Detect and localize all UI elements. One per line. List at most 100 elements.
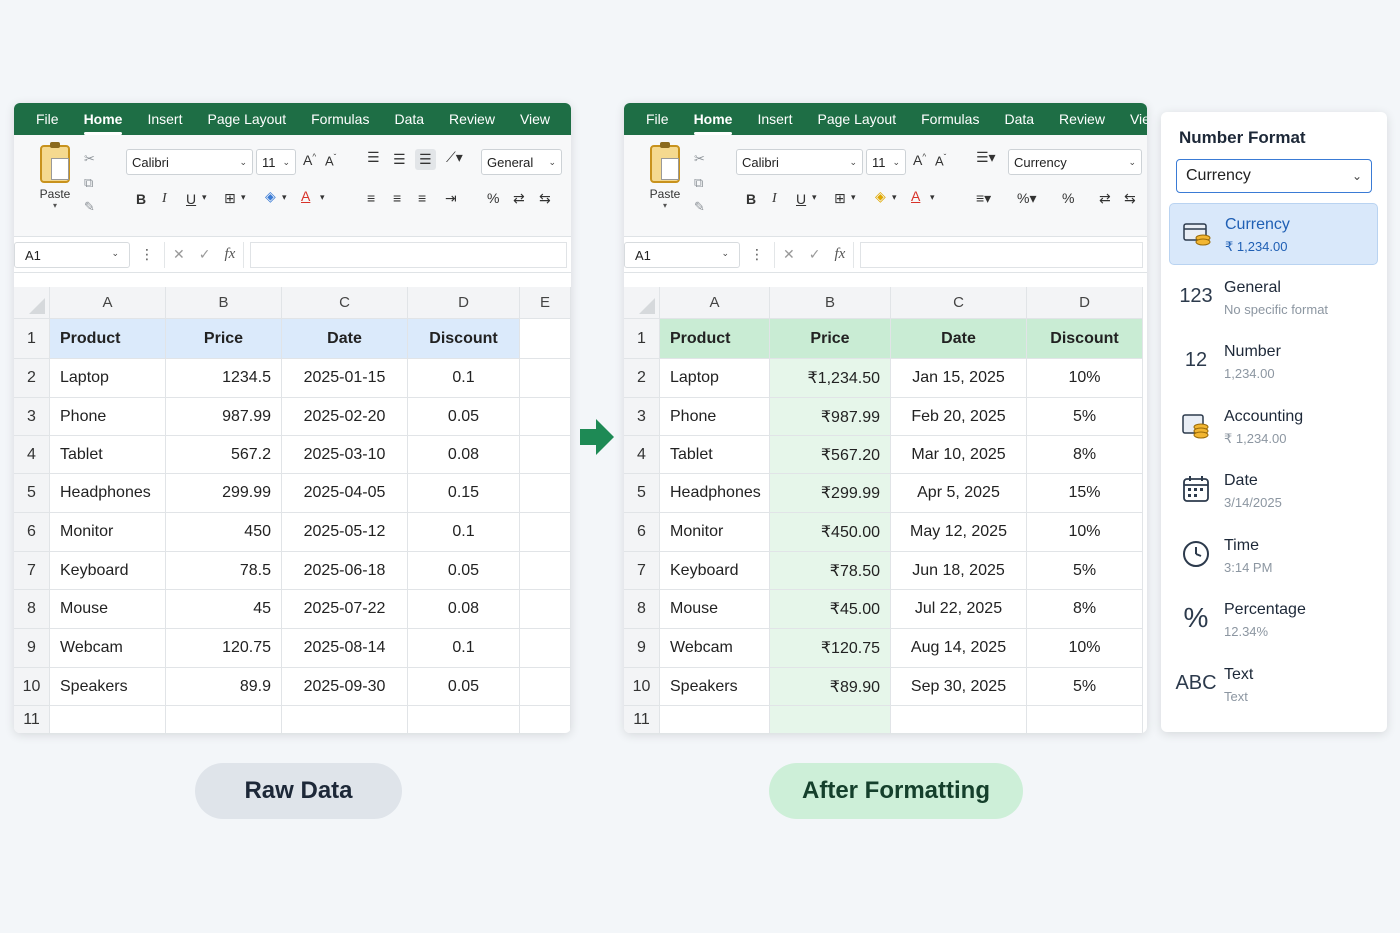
bold-icon[interactable]: B [136,191,147,207]
name-box[interactable]: A1 ⌄ [14,241,130,268]
percent-style-icon[interactable]: %▾ [1017,190,1037,206]
product-cell[interactable]: Tablet [660,436,770,474]
format-option-accounting[interactable]: Accounting ₹ 1,234.00 [1169,396,1378,458]
chevron-down-icon[interactable]: ▾ [930,192,935,202]
price-cell[interactable]: ₹89.90 [770,668,891,706]
discount-cell[interactable]: 0.05 [408,552,520,590]
discount-cell[interactable]: 0.08 [408,590,520,629]
align-left-icon[interactable]: ≡ [367,190,376,206]
discount-cell[interactable]: 5% [1027,398,1143,436]
bold-icon[interactable]: B [746,191,757,207]
menu-home[interactable]: Home [83,111,123,135]
percent-style-icon[interactable]: % [487,190,500,206]
chevron-down-icon[interactable]: ▾ [851,192,856,202]
date-cell[interactable]: 2025-03-10 [282,436,408,474]
price-cell[interactable]: 987.99 [166,398,282,436]
number-format-select[interactable]: General ⌄ [481,149,562,175]
column-title-date[interactable]: Date [891,319,1027,359]
menu-data[interactable]: Data [1004,111,1035,127]
column-header-c[interactable]: C [282,287,408,319]
chevron-down-icon[interactable]: ▾ [282,192,287,202]
column-title-price[interactable]: Price [166,319,282,359]
price-cell[interactable]: ₹78.50 [770,552,891,590]
price-cell[interactable]: ₹299.99 [770,474,891,513]
discount-cell[interactable]: 0.1 [408,359,520,398]
column-title-discount[interactable]: Discount [408,319,520,359]
product-cell[interactable]: Mouse [50,590,166,629]
cancel-icon[interactable]: ✕ [173,246,185,262]
borders-icon[interactable]: ⊞ [834,190,846,206]
product-cell[interactable]: Laptop [660,359,770,398]
row-number[interactable]: 3 [14,398,50,436]
row-number[interactable]: 1 [624,319,660,359]
decrease-font-icon[interactable]: Aˇ [325,153,337,169]
product-cell[interactable]: Webcam [660,629,770,668]
date-cell[interactable]: Jun 18, 2025 [891,552,1027,590]
italic-icon[interactable]: I [772,191,777,206]
discount-cell[interactable]: 15% [1027,474,1143,513]
underline-icon[interactable]: U [186,191,197,207]
menu-home[interactable]: Home [693,111,733,135]
insert-function-icon[interactable]: fx [224,246,236,262]
date-cell[interactable]: Sep 30, 2025 [891,668,1027,706]
font-name-select[interactable]: Calibri ⌄ [736,149,863,175]
column-header-b[interactable]: B [770,287,891,319]
product-cell[interactable]: Keyboard [660,552,770,590]
product-cell[interactable]: Monitor [50,513,166,552]
row-number[interactable]: 11 [624,706,660,733]
copy-icon[interactable]: ⧉ [694,175,704,190]
row-number[interactable]: 10 [14,668,50,706]
font-color-icon[interactable]: A [301,188,311,204]
table-cell[interactable] [520,668,571,706]
format-option-text[interactable]: ABC Text Text [1169,654,1378,716]
font-name-select[interactable]: Calibri ⌄ [126,149,253,175]
format-option-currency[interactable]: Currency ₹ 1,234.00 [1169,203,1378,265]
date-cell[interactable]: Feb 20, 2025 [891,398,1027,436]
format-painter-icon[interactable]: ✎ [694,199,705,214]
table-cell[interactable] [408,706,520,733]
underline-icon[interactable]: U [796,191,807,207]
row-number[interactable]: 5 [624,474,660,513]
price-cell[interactable]: 120.75 [166,629,282,668]
chevron-down-icon[interactable]: ▾ [241,192,246,202]
select-all-corner[interactable] [624,287,660,319]
date-cell[interactable]: Jan 15, 2025 [891,359,1027,398]
formula-input[interactable] [250,241,567,268]
column-title-date[interactable]: Date [282,319,408,359]
price-cell[interactable]: ₹450.00 [770,513,891,552]
date-cell[interactable]: 2025-07-22 [282,590,408,629]
product-cell[interactable]: Laptop [50,359,166,398]
number-format-dropdown[interactable]: Currency ⌄ [1176,159,1372,193]
row-number[interactable]: 2 [624,359,660,398]
product-cell[interactable]: Phone [660,398,770,436]
formula-input[interactable] [860,241,1143,268]
product-cell[interactable]: Tablet [50,436,166,474]
discount-cell[interactable]: 0.15 [408,474,520,513]
menu-formulas[interactable]: Formulas [311,111,370,127]
price-cell[interactable]: ₹1,234.50 [770,359,891,398]
column-title-product[interactable]: Product [660,319,770,359]
discount-cell[interactable]: 0.05 [408,398,520,436]
confirm-icon[interactable]: ✓ [198,246,211,262]
menu-file[interactable]: File [646,111,669,127]
row-number[interactable]: 1 [14,319,50,359]
table-cell[interactable] [520,359,571,398]
date-cell[interactable]: May 12, 2025 [891,513,1027,552]
font-size-select[interactable]: 11 ⌄ [256,149,296,175]
fill-color-icon[interactable]: ◈ [265,188,276,204]
discount-cell[interactable]: 10% [1027,359,1143,398]
format-option-general[interactable]: 123 General No specific format [1169,267,1378,329]
date-cell[interactable]: 2025-02-20 [282,398,408,436]
table-cell[interactable] [660,706,770,733]
product-cell[interactable]: Speakers [660,668,770,706]
table-cell[interactable] [770,706,891,733]
price-cell[interactable]: ₹987.99 [770,398,891,436]
chevron-down-icon[interactable]: ▾ [320,192,325,202]
product-cell[interactable]: Webcam [50,629,166,668]
table-cell[interactable] [166,706,282,733]
column-header-e[interactable]: E [520,287,571,319]
align-bottom-icon[interactable]: ☰ [415,149,436,170]
date-cell[interactable]: 2025-01-15 [282,359,408,398]
discount-cell[interactable]: 5% [1027,668,1143,706]
table-cell[interactable] [282,706,408,733]
